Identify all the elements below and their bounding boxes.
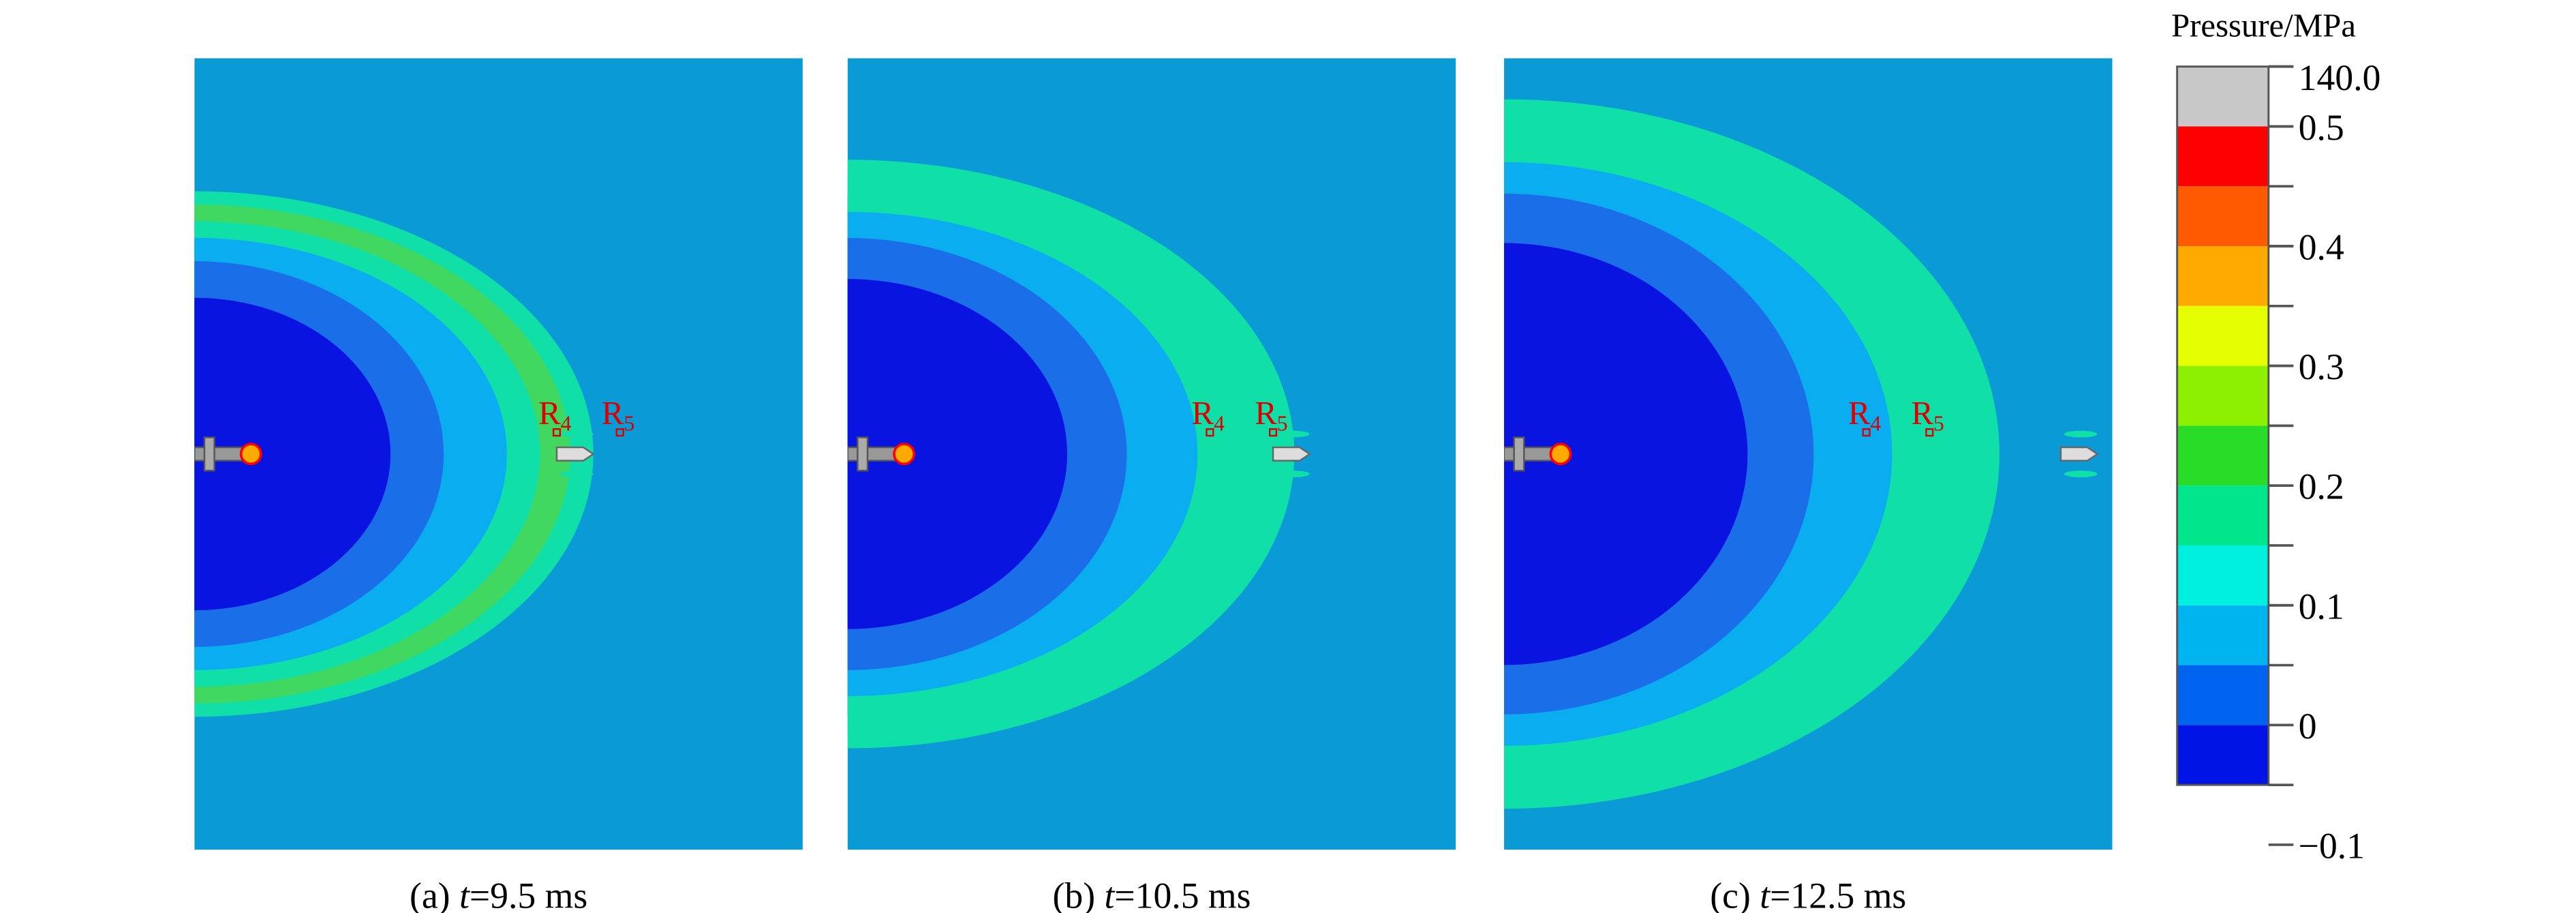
probe-index: 5 bbox=[624, 412, 634, 436]
probe-index: 5 bbox=[1933, 412, 1944, 436]
caption-variable: t bbox=[459, 875, 470, 913]
probe-label: R5 bbox=[1912, 395, 1944, 436]
colorbar-segment bbox=[2177, 665, 2269, 725]
colorbar-segment bbox=[2177, 605, 2269, 665]
colorbar-tick-label: 0.1 bbox=[2299, 586, 2344, 627]
colorbar-segment bbox=[2177, 186, 2269, 247]
probe-index: 4 bbox=[1214, 412, 1225, 436]
probe-index: 4 bbox=[1870, 412, 1881, 436]
probe-label: R5 bbox=[602, 395, 634, 436]
probe-letter: R bbox=[1192, 395, 1214, 432]
contour-panel: R4 R5 bbox=[194, 58, 803, 850]
probe-label: R4 bbox=[538, 395, 572, 436]
caption-value: =12.5 ms bbox=[1770, 875, 1906, 913]
colorbar-segment bbox=[2177, 725, 2269, 785]
probe-letter: R bbox=[602, 395, 624, 432]
colorbar-segment bbox=[2177, 425, 2269, 486]
caption-variable: t bbox=[1104, 875, 1115, 913]
colorbar-tick-label: 0.4 bbox=[2299, 227, 2344, 268]
colorbar-tick-label: 0.5 bbox=[2299, 107, 2344, 148]
probe-label: R4 bbox=[1848, 395, 1882, 436]
probe-letter: R bbox=[1848, 395, 1871, 432]
caption-variable: t bbox=[1760, 875, 1770, 913]
contour-panel: R4 R5 bbox=[1504, 58, 2113, 850]
colorbar-segment bbox=[2177, 545, 2269, 605]
caption-label: (a) bbox=[410, 875, 450, 913]
probe-index: 4 bbox=[561, 412, 572, 436]
colorbar-segment bbox=[2177, 305, 2269, 366]
probe-label: R5 bbox=[1255, 395, 1287, 436]
colorbar-title: Pressure/MPa bbox=[2171, 8, 2356, 44]
caption-label: (c) bbox=[1710, 875, 1751, 913]
panel-caption: (c) t=12.5 ms bbox=[1710, 875, 1906, 913]
colorbar-tick-label: −0.1 bbox=[2299, 825, 2365, 866]
probe-letter: R bbox=[1255, 395, 1277, 432]
colorbar-tick-label: 0.3 bbox=[2299, 346, 2344, 387]
colorbar-segment bbox=[2177, 365, 2269, 426]
contour-panel: R4 R5 bbox=[847, 58, 1456, 850]
probe-letter: R bbox=[538, 395, 561, 432]
colorbar-segment bbox=[2177, 66, 2269, 127]
probe-index: 5 bbox=[1277, 412, 1288, 436]
colorbar-tick-label: 0 bbox=[2299, 706, 2317, 747]
colorbar-tick-label: 0.2 bbox=[2299, 466, 2344, 507]
caption-value: =10.5 ms bbox=[1114, 875, 1251, 913]
caption-value: =9.5 ms bbox=[470, 875, 587, 913]
colorbar-tick-label: 140.0 bbox=[2299, 57, 2381, 98]
panel-caption: (a) t=9.5 ms bbox=[410, 875, 587, 913]
colorbar-segment bbox=[2177, 485, 2269, 545]
probe-label: R4 bbox=[1192, 395, 1225, 436]
probe-letter: R bbox=[1912, 395, 1934, 432]
colorbar-segment bbox=[2177, 246, 2269, 306]
caption-label: (b) bbox=[1053, 875, 1096, 913]
colorbar-segment bbox=[2177, 126, 2269, 187]
panel-caption: (b) t=10.5 ms bbox=[1053, 875, 1251, 913]
